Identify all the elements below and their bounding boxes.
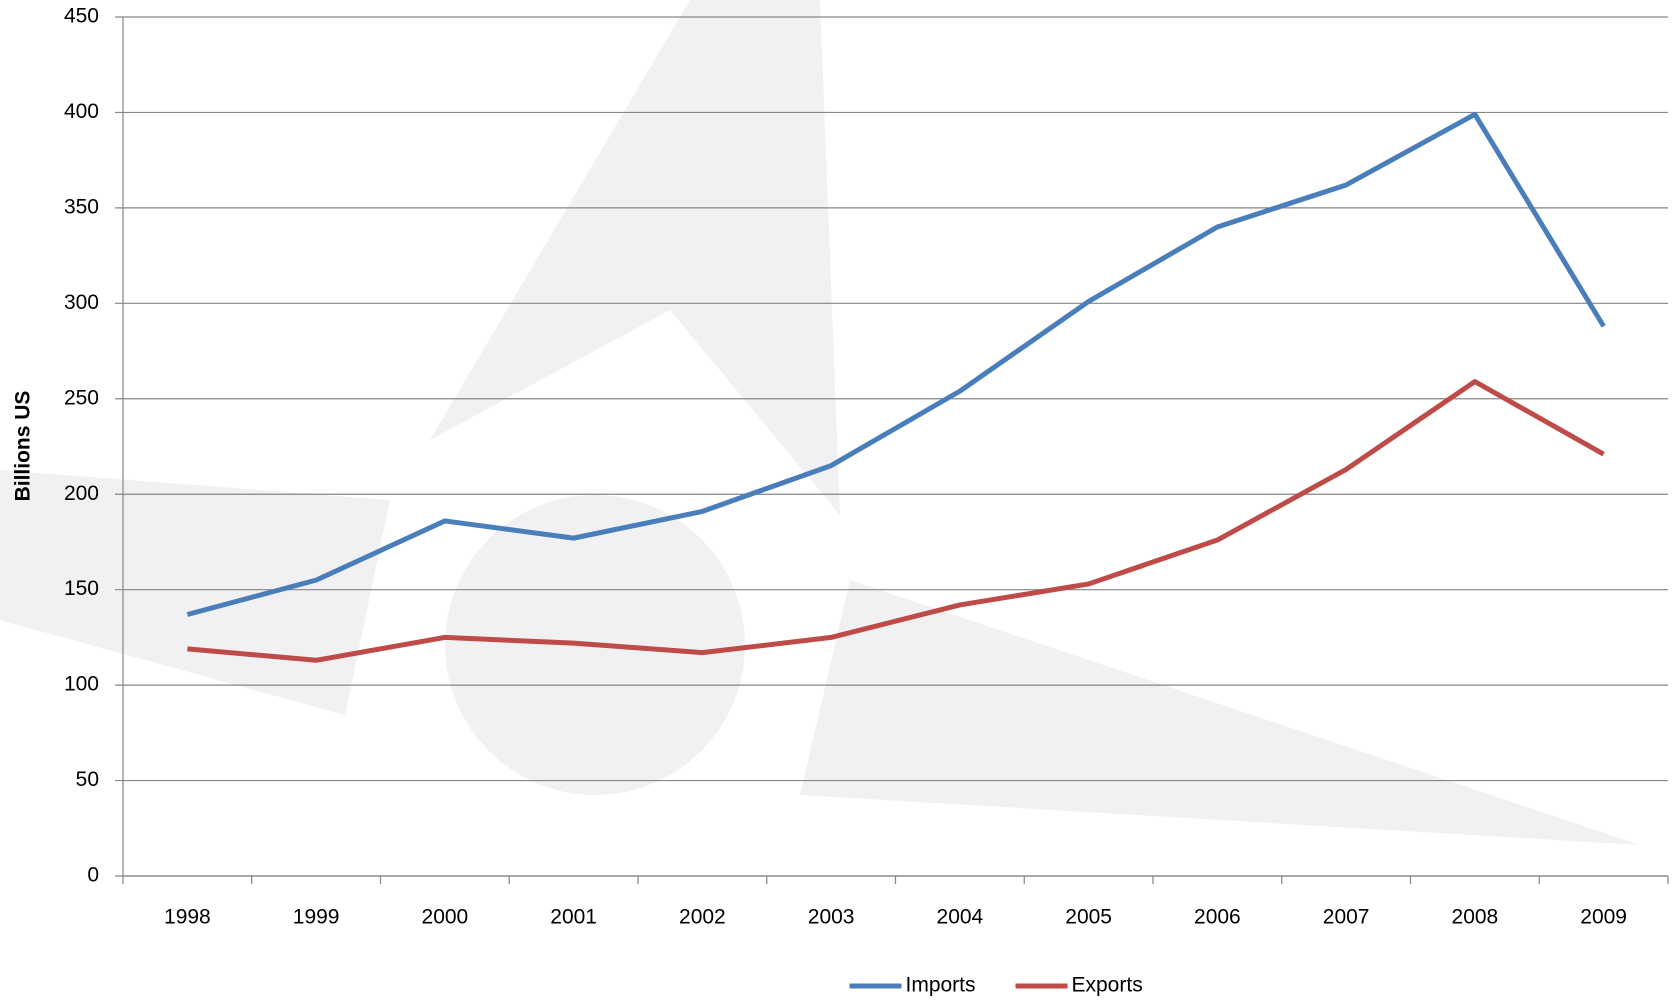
x-tick-label: 2002	[679, 906, 726, 929]
y-tick-label: 450	[64, 5, 99, 28]
x-tick-label: 2006	[1194, 906, 1241, 929]
y-tick-label: 250	[64, 386, 99, 409]
x-tick-label: 2005	[1065, 906, 1112, 929]
x-tick-label: 2008	[1452, 906, 1499, 929]
y-tick-label: 200	[64, 482, 99, 505]
y-tick-label: 300	[64, 291, 99, 314]
y-tick-label: 400	[64, 100, 99, 123]
x-tick-label: 2007	[1323, 906, 1370, 929]
watermark	[0, 0, 1640, 845]
y-tick-label: 350	[64, 195, 99, 218]
series-line	[186, 111, 1606, 617]
x-tick-label: 2003	[808, 906, 855, 929]
series-line	[187, 379, 1605, 663]
x-tick-label: 2009	[1580, 906, 1627, 929]
x-tick-label: 2000	[422, 906, 469, 929]
legend-label: Imports	[906, 974, 976, 997]
y-tick-label: 50	[76, 768, 99, 791]
y-tick-label: 150	[64, 577, 99, 600]
x-tick-label: 2004	[937, 906, 984, 929]
legend-label: Exports	[1072, 974, 1143, 997]
y-tick-label: 100	[64, 673, 99, 696]
x-tick-label: 1999	[293, 906, 340, 929]
x-tick-label: 1998	[164, 906, 211, 929]
y-axis-title: Billions US	[12, 391, 35, 502]
x-tick-label: 2001	[550, 906, 597, 929]
y-tick-label: 0	[87, 864, 99, 887]
